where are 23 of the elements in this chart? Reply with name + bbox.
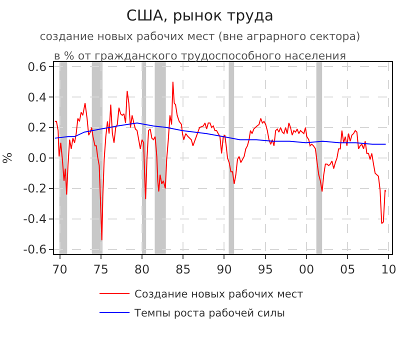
x-tick-label: 00 [298, 262, 314, 276]
line-series [54, 122, 386, 145]
chart-subtitle: создание новых рабочих мест (вне аграрного сектора) в % от гражданского трудоспособного населения [40, 30, 360, 62]
y-tick-label: -0.6 [23, 242, 47, 257]
legend-label: Темпы роста рабочей силы [134, 308, 286, 320]
legend-label: Создание новых рабочих мест [134, 288, 304, 301]
y-tick-label: 0.0 [28, 151, 47, 166]
y-tick-label: 0.6 [28, 60, 47, 74]
x-tick-label: 80 [134, 262, 150, 276]
chart-title: США, рынок труда [126, 6, 274, 24]
x-tick-label: 10 [381, 262, 396, 276]
x-tick-label: 05 [340, 262, 356, 276]
line-series [54, 81, 386, 241]
x-tick-label: 75 [93, 262, 109, 276]
y-tick-label: -0.4 [23, 212, 47, 226]
x-tick-label: 90 [216, 262, 232, 276]
y-tick-label: 0.4 [28, 90, 47, 104]
x-tick-label: 85 [175, 262, 191, 276]
y-tick-label: 0.2 [28, 120, 47, 135]
y-axis-title: % [0, 152, 14, 164]
x-tick-label: 95 [258, 262, 273, 276]
x-tick-label: 70 [52, 262, 68, 276]
y-tick-label: -0.2 [23, 182, 47, 196]
